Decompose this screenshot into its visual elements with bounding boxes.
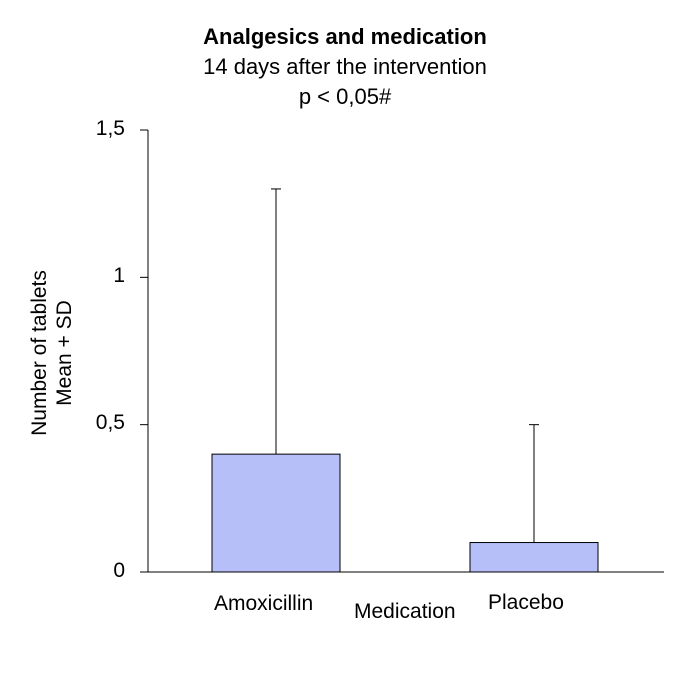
x-category-label-placebo: Placebo (488, 591, 564, 614)
y-tick-label: 0 (113, 559, 125, 582)
x-category-label-amoxicillin: Amoxicillin (214, 592, 314, 615)
y-axis-label-line: Number of tablets (28, 270, 51, 436)
chart-subtitle: 14 days after the intervention (203, 54, 487, 79)
bar-amoxicillin (211, 453, 341, 573)
y-tick-label: 0,5 (95, 411, 125, 434)
x-axis-label: Medication (354, 600, 456, 623)
y-axis-label-line: Mean + SD (53, 300, 76, 406)
bar-placebo (469, 542, 599, 573)
y-tick-label: 1,5 (95, 117, 125, 140)
chart-annotation: p < 0,05# (298, 84, 392, 109)
y-tick-label: 1 (113, 264, 125, 287)
chart-title: Analgesics and medication (203, 24, 487, 49)
